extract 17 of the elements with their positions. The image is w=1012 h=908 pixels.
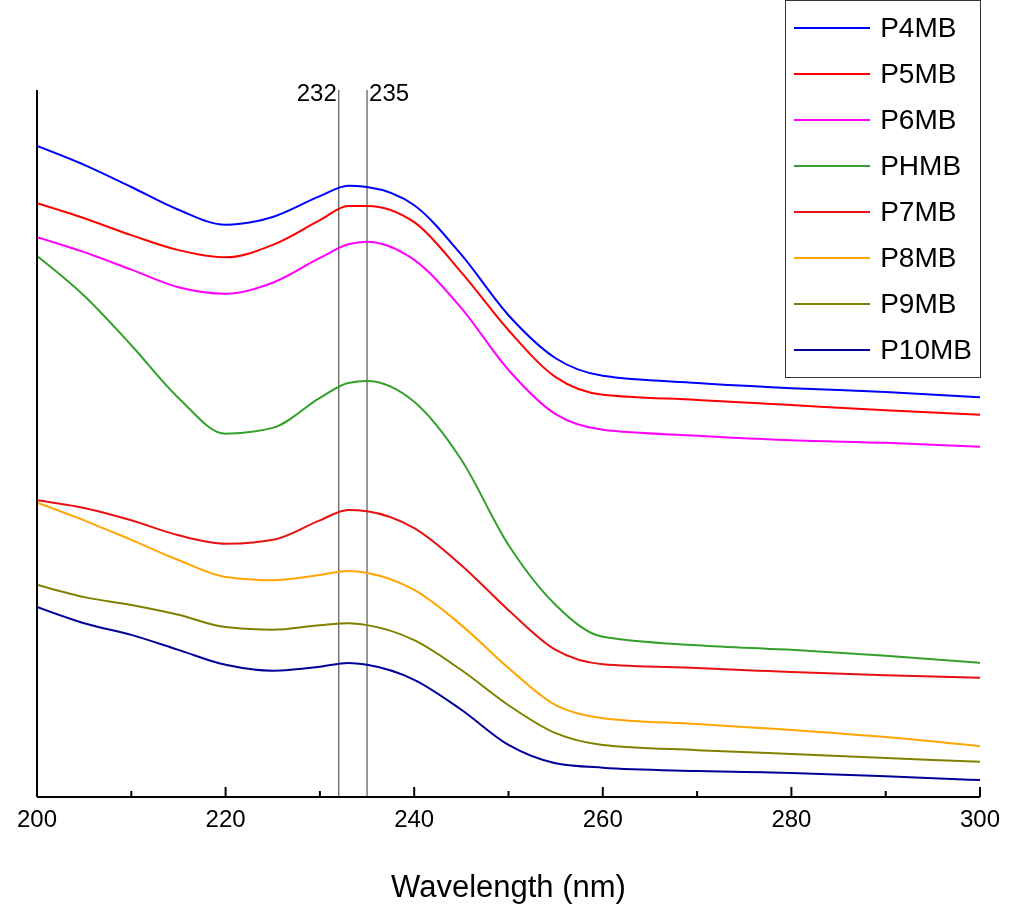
- x-tick-label: 260: [582, 805, 623, 832]
- x-tick-label: 240: [394, 805, 435, 832]
- x-axis-title: Wavelength (nm): [391, 869, 626, 904]
- legend-label: P7MB: [880, 196, 957, 228]
- legend-label: P6MB: [880, 104, 957, 136]
- x-tick-label: 280: [771, 805, 812, 832]
- x-tick-label: 220: [205, 805, 246, 832]
- legend-label: P9MB: [880, 288, 957, 320]
- ref-line-label: 235: [369, 79, 410, 107]
- legend-label: P5MB: [880, 58, 957, 90]
- x-tick-label: 300: [959, 805, 1001, 832]
- x-tick-label: 200: [16, 805, 58, 832]
- legend-label: P10MB: [880, 334, 972, 366]
- legend-label: PHMB: [880, 150, 962, 182]
- legend-label: P4MB: [880, 12, 957, 44]
- legend-label: P8MB: [880, 242, 957, 274]
- ref-line-label: 232: [296, 79, 337, 107]
